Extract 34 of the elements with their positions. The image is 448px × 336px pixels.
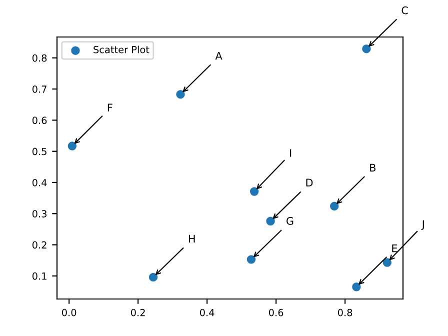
annotation: A	[215, 52, 222, 60]
point	[250, 187, 259, 196]
y-tick-label: 0.3	[32, 210, 46, 218]
point	[246, 255, 256, 264]
point	[176, 90, 185, 99]
point	[266, 216, 275, 226]
point	[382, 258, 392, 267]
y-tick-label: 0.8	[32, 54, 47, 62]
annotation: F	[108, 104, 112, 112]
point	[352, 282, 361, 292]
point	[362, 44, 371, 54]
x-tick-label: 0.6	[268, 308, 284, 316]
x-tick-label: 0.8	[338, 308, 352, 316]
annotation: D	[306, 178, 313, 186]
y-tick-label: 0.7	[32, 86, 46, 93]
y-tick-label: 0.5	[32, 148, 46, 156]
annotation: I	[290, 149, 292, 157]
x-tick-label: 0.0	[62, 308, 76, 316]
x-tick-label: 0.2	[130, 308, 145, 316]
annotation: C	[402, 6, 408, 14]
y-tick-label: 0.6	[32, 116, 47, 124]
legend-label: Scatter Plot	[94, 46, 150, 54]
point	[330, 202, 339, 211]
y-tick-label: 0.4	[32, 178, 47, 186]
point	[148, 272, 158, 282]
annotation: B	[370, 164, 376, 172]
point	[68, 142, 77, 150]
annotation: G	[286, 216, 294, 225]
annotation: H	[188, 234, 195, 242]
x-tick-label: 0.4	[200, 308, 214, 316]
annotation: J	[421, 220, 424, 230]
y-tick-label: 0.2	[32, 241, 46, 249]
annotation: E	[392, 244, 398, 252]
y-tick-label: 0.1	[32, 272, 46, 280]
